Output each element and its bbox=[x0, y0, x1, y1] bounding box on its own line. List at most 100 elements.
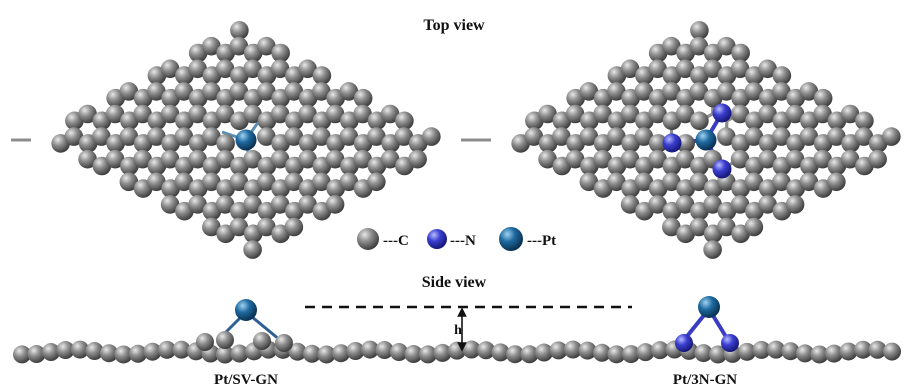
carbon-atom bbox=[799, 172, 819, 192]
top-right-atoms bbox=[511, 21, 901, 259]
carbon-atom bbox=[634, 82, 654, 101]
carbon-atom bbox=[271, 43, 290, 63]
height-label: h bbox=[454, 323, 462, 338]
carbon-atom bbox=[744, 217, 764, 237]
carbon-atom bbox=[675, 59, 695, 79]
legend-carbon-label: ---C bbox=[383, 233, 409, 249]
carbon-atom bbox=[230, 344, 249, 363]
carbon-atom bbox=[552, 127, 571, 146]
carbon-atom bbox=[730, 195, 750, 214]
carbon-atom bbox=[648, 59, 667, 79]
carbon-atom bbox=[620, 195, 640, 214]
carbon-atom bbox=[119, 82, 139, 101]
carbon-atom bbox=[172, 340, 191, 359]
carbon-atom bbox=[147, 82, 166, 101]
carbon-atom bbox=[689, 217, 709, 237]
carbon-atom bbox=[717, 82, 736, 101]
carbon-atom bbox=[353, 104, 372, 124]
nitrogen-atom bbox=[712, 159, 732, 179]
carbon-atom bbox=[419, 345, 437, 364]
carbon-atom bbox=[147, 172, 166, 192]
carbon-atom bbox=[243, 59, 262, 79]
carbon-atom bbox=[607, 345, 626, 364]
carbon-atom bbox=[524, 127, 544, 146]
platinum-atom bbox=[695, 129, 717, 151]
carbon-atom bbox=[854, 340, 872, 359]
legend-nitrogen-label: ---N bbox=[450, 233, 476, 249]
carbon-atom bbox=[202, 127, 221, 146]
carbon-atom bbox=[772, 66, 792, 85]
carbon-atom bbox=[375, 341, 394, 360]
carbon-atom bbox=[717, 217, 736, 237]
platinum-atom bbox=[235, 299, 257, 321]
carbon-atom bbox=[56, 341, 75, 360]
carbon-atom bbox=[758, 59, 777, 79]
carbon-atom bbox=[648, 134, 668, 153]
carbon-atom bbox=[703, 195, 722, 214]
carbon-atom bbox=[662, 217, 681, 237]
carbon-atom bbox=[813, 104, 832, 124]
top-view-pt-sv-gn bbox=[11, 21, 481, 259]
carbon-atom bbox=[174, 127, 194, 146]
carbon-atom bbox=[758, 104, 777, 124]
carbon-atom bbox=[215, 195, 235, 214]
carbon-atom bbox=[662, 172, 681, 192]
carbon-atom bbox=[813, 149, 832, 169]
carbon-atom bbox=[119, 172, 139, 192]
carbon-atom bbox=[317, 345, 336, 364]
carbon-atom bbox=[689, 36, 709, 56]
carbon-atom bbox=[840, 149, 860, 169]
carbon-atom bbox=[579, 172, 599, 192]
carbon-atom bbox=[100, 344, 118, 363]
carbon-atom bbox=[270, 59, 290, 79]
carbon-atom bbox=[114, 345, 133, 364]
carbon-atom bbox=[27, 345, 46, 364]
carbon-atom bbox=[744, 172, 764, 192]
carbon-atom bbox=[367, 127, 386, 146]
carbon-atom bbox=[188, 104, 207, 124]
carbon-atom bbox=[730, 149, 750, 169]
carbon-atom bbox=[636, 343, 655, 362]
nitrogen-atom-icon bbox=[427, 229, 447, 249]
carbon-atom bbox=[303, 344, 321, 363]
carbon-atom bbox=[215, 149, 235, 169]
carbon-atom bbox=[882, 127, 901, 146]
carbon-atom bbox=[71, 340, 89, 359]
carbon-atom bbox=[229, 82, 249, 101]
platinum-atom bbox=[235, 129, 257, 151]
carbon-atom bbox=[158, 340, 176, 359]
carbon-atom bbox=[694, 344, 713, 363]
carbon-atom bbox=[339, 127, 359, 146]
carbon-atom bbox=[703, 59, 722, 79]
carbon-atom bbox=[243, 104, 262, 124]
carbon-atom bbox=[883, 342, 901, 361]
carbon-atom bbox=[744, 127, 764, 146]
carbon-atom bbox=[339, 172, 359, 192]
carbon-atom bbox=[433, 343, 452, 362]
legend-platinum: ---Pt bbox=[499, 227, 556, 251]
top-view-label: Top view bbox=[423, 17, 485, 34]
carbon-atom bbox=[284, 127, 304, 146]
carbon-atom bbox=[675, 149, 695, 169]
carbon-atom bbox=[689, 82, 709, 101]
carbon-atom bbox=[257, 172, 276, 192]
legend-nitrogen: ---N bbox=[427, 229, 476, 249]
carbon-atom bbox=[284, 82, 304, 101]
carbon-atom bbox=[243, 149, 262, 169]
carbon-atom bbox=[284, 172, 304, 192]
carbon-atom bbox=[717, 36, 736, 56]
top-left-atoms bbox=[51, 21, 441, 259]
carbon-atom bbox=[133, 149, 152, 169]
carbon-atom bbox=[229, 172, 249, 192]
left-caption: Pt/SV-GN bbox=[214, 372, 278, 388]
carbon-atom bbox=[785, 149, 805, 169]
carbon-atom bbox=[119, 127, 139, 146]
carbon-atom bbox=[13, 345, 31, 364]
carbon-atom bbox=[257, 217, 276, 237]
carbon-atom bbox=[353, 149, 372, 169]
carbon-atom bbox=[216, 345, 234, 364]
carbon-atom bbox=[549, 341, 568, 360]
carbon-atom bbox=[270, 149, 290, 169]
nitrogen-atom bbox=[675, 334, 693, 352]
carbon-atom bbox=[42, 343, 60, 362]
